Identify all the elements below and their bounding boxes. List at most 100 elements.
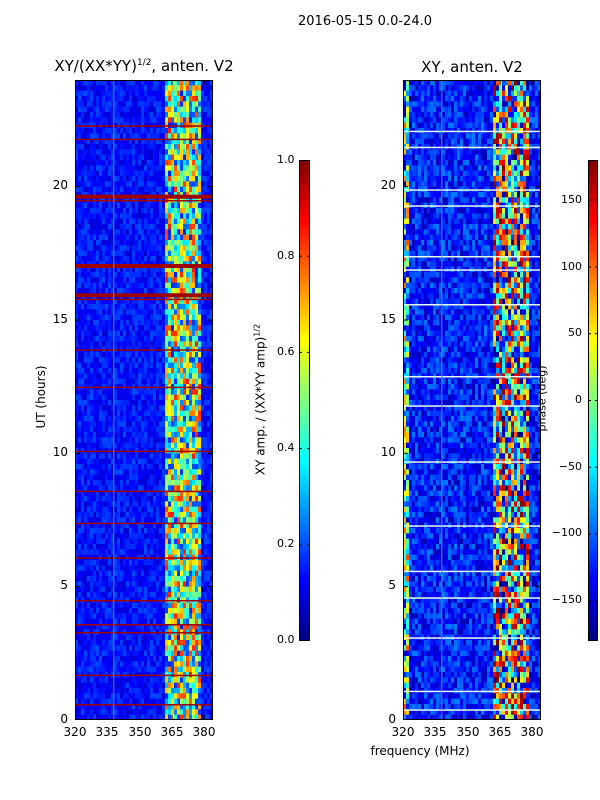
heatmap-cell <box>120 282 124 289</box>
heatmap-cell <box>132 149 136 155</box>
heatmap-cell <box>195 90 199 97</box>
heatmap-cell <box>105 368 109 374</box>
heatmap-cell <box>162 624 166 630</box>
heatmap-cell <box>180 112 184 118</box>
heatmap-cell <box>147 149 151 155</box>
heatmap-cell <box>105 272 109 278</box>
heatmap-cell <box>141 618 145 625</box>
heatmap-cell <box>183 645 187 651</box>
heatmap-cell <box>78 277 82 283</box>
heatmap-cell <box>150 490 154 497</box>
heatmap-cell <box>192 170 196 177</box>
heatmap-cell <box>150 426 154 433</box>
heatmap-cell <box>138 208 142 214</box>
heatmap-cell <box>141 410 145 417</box>
heatmap-cell <box>183 506 187 513</box>
heatmap-cell <box>180 250 184 257</box>
heatmap-cell <box>150 474 154 481</box>
heatmap-cell <box>96 613 100 619</box>
heatmap-cell <box>150 608 154 614</box>
heatmap-cell <box>159 426 163 433</box>
heatmap-cell <box>186 160 190 166</box>
heatmap-cell <box>174 640 178 646</box>
heatmap-cell <box>75 400 79 406</box>
heatmap-cell <box>171 453 175 459</box>
heatmap-cell <box>207 256 211 262</box>
heatmap-cell <box>141 442 145 449</box>
heatmap-cell <box>129 432 133 438</box>
heatmap-cell <box>111 256 115 262</box>
heatmap-cell <box>147 213 151 219</box>
heatmap-cell <box>195 613 199 619</box>
heatmap-cell <box>141 400 145 406</box>
heatmap-cell <box>141 464 145 470</box>
heatmap-cell <box>78 154 82 161</box>
heatmap-cell <box>198 154 202 161</box>
heatmap-cell <box>108 154 112 161</box>
heatmap-cell <box>210 362 213 369</box>
heatmap-cell <box>159 506 163 513</box>
heatmap-cell <box>78 528 82 534</box>
heatmap-cell <box>93 336 97 342</box>
heatmap-cell <box>171 602 175 609</box>
heatmap-cell <box>117 352 121 358</box>
heatmap-cell <box>87 298 91 305</box>
heatmap-cell <box>156 538 160 545</box>
heatmap-cell <box>99 165 103 171</box>
heatmap-cell <box>171 426 175 433</box>
heatmap-cell <box>87 368 91 374</box>
heatmap-cell <box>75 453 79 459</box>
heatmap-cell <box>135 469 139 475</box>
heatmap-cell <box>183 314 187 321</box>
heatmap-cell <box>75 618 79 625</box>
heatmap-cell <box>132 133 136 139</box>
heatmap-cell <box>165 208 169 214</box>
heatmap-cell <box>96 138 100 145</box>
heatmap-cell <box>168 400 172 406</box>
heatmap-cell <box>111 325 115 331</box>
heatmap-cell <box>195 320 199 326</box>
heatmap-cell <box>150 357 154 363</box>
heatmap-cell <box>90 96 94 102</box>
heatmap-cell <box>183 165 187 171</box>
heatmap-cell <box>171 608 175 614</box>
heatmap-cell <box>183 224 187 230</box>
heatmap-cell <box>93 208 97 214</box>
heatmap-cell <box>180 400 184 406</box>
heatmap-cell <box>180 213 184 219</box>
heatmap-cell <box>168 288 172 294</box>
heatmap-cell <box>135 645 139 651</box>
heatmap-cell <box>177 112 181 118</box>
heatmap-cell <box>192 389 196 395</box>
heatmap-cell <box>96 282 100 289</box>
heatmap-cell <box>198 512 202 518</box>
heatmap-cell <box>150 506 154 513</box>
heatmap-cell <box>96 96 100 102</box>
heatmap-cell <box>195 538 199 545</box>
heatmap-cell <box>96 528 100 534</box>
heatmap-cell <box>156 256 160 262</box>
heatmap-cell <box>210 106 213 113</box>
heatmap-cell <box>147 117 151 123</box>
heatmap-cell <box>105 309 109 315</box>
heatmap-cell <box>192 485 196 491</box>
heatmap-cell <box>99 421 103 427</box>
heatmap-cell <box>189 437 193 443</box>
heatmap-cell <box>189 362 193 369</box>
heatmap-cell <box>90 325 94 331</box>
heatmap-cell <box>144 208 148 214</box>
heatmap-cell <box>165 522 169 529</box>
heatmap-cell <box>207 144 211 150</box>
heatmap-cell <box>78 560 82 566</box>
heatmap-cell <box>135 234 139 241</box>
heatmap-cell <box>81 618 85 625</box>
heatmap-cell <box>102 592 106 598</box>
heatmap-cell <box>117 186 121 193</box>
heatmap-cell <box>210 256 213 262</box>
heatmap-cell <box>132 592 136 598</box>
heatmap-cell <box>168 314 172 321</box>
heatmap-cell <box>186 592 190 598</box>
heatmap-cell <box>114 341 118 347</box>
heatmap-cell <box>153 352 157 358</box>
heatmap-cell <box>192 288 196 294</box>
